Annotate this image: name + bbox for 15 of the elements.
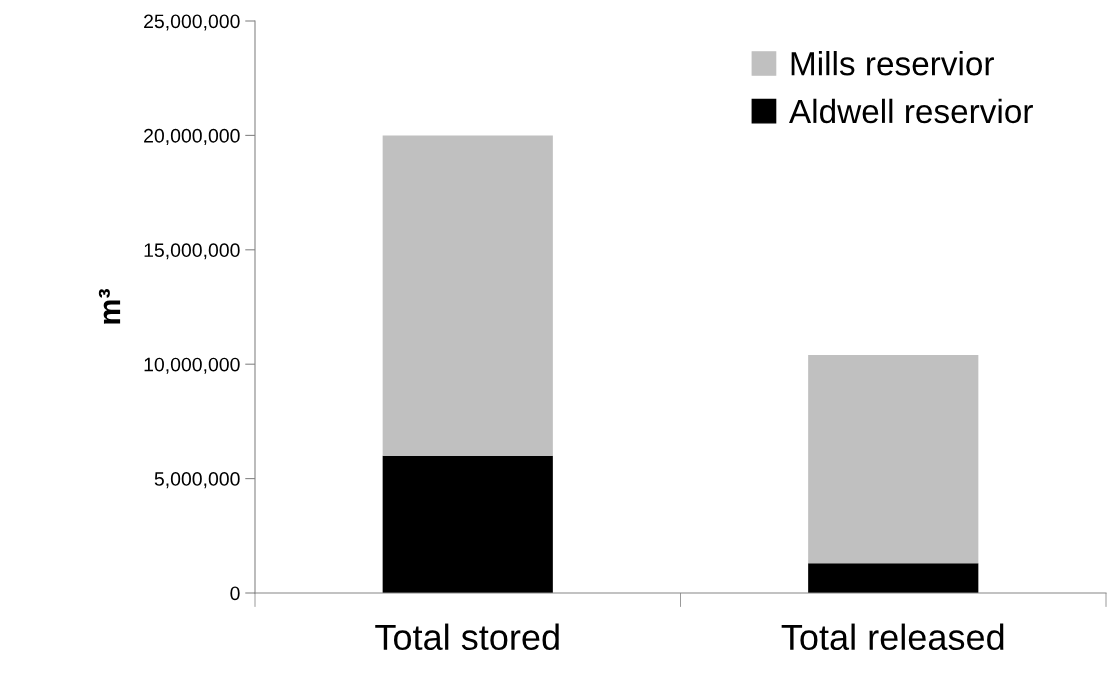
bar bbox=[382, 455, 553, 593]
y-tick-label: 20,000,000 bbox=[144, 128, 240, 145]
y-tick-label: 10,000,000 bbox=[144, 357, 240, 374]
bar bbox=[808, 355, 979, 564]
y-axis-title: m³ bbox=[98, 288, 121, 324]
y-tick-label: 25,000,000 bbox=[144, 14, 240, 31]
bar bbox=[808, 563, 979, 593]
legend-label: Mills reservior bbox=[791, 51, 994, 76]
legend-label: Aldwell reservior bbox=[789, 98, 1033, 124]
x-tick-label: Total released bbox=[781, 623, 1004, 651]
x-tick-label: Total stored bbox=[375, 623, 559, 651]
bar bbox=[382, 135, 553, 456]
y-tick-label: 15,000,000 bbox=[144, 243, 240, 260]
y-tick-label: 0 bbox=[230, 586, 240, 601]
y-tick-label: 5,000,000 bbox=[154, 472, 240, 489]
